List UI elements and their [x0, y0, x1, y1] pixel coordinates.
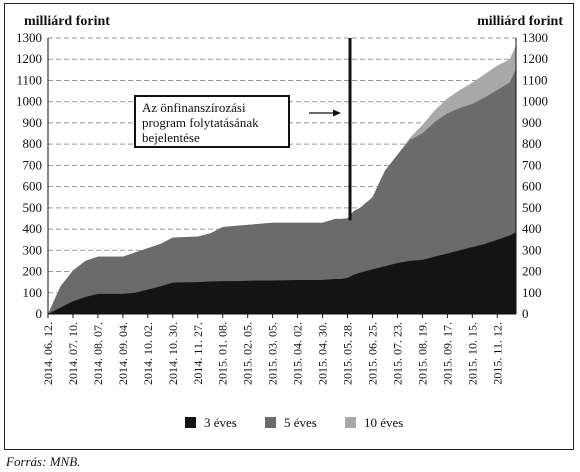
legend-swatch-10-eves: [345, 417, 356, 428]
x-tick-label: 2015. 04. 30.: [316, 322, 330, 385]
y-tick-right-300: 300: [522, 242, 542, 257]
legend-item-10-eves: 10 éves: [345, 415, 403, 431]
x-tick-label: 2014. 09. 04.: [116, 322, 130, 385]
y-tick-right-1200: 1200: [522, 51, 548, 66]
x-tick-label: 2015. 07. 23.: [390, 322, 404, 385]
x-tick-label: 2014. 10. 02.: [141, 322, 155, 385]
y-tick-left-200: 200: [23, 264, 43, 279]
legend-label-10-eves: 10 éves: [364, 415, 404, 430]
annotation-line-3: bejelentése: [142, 130, 200, 145]
area-3-éves: [48, 232, 516, 314]
y-tick-right-400: 400: [522, 221, 542, 236]
y-tick-right-500: 500: [522, 200, 542, 215]
x-tick-label: 2014. 08. 07.: [91, 322, 105, 385]
y-axis-unit-right: milliárd forint: [477, 14, 563, 29]
y-tick-right-900: 900: [522, 115, 542, 130]
y-tick-right-800: 800: [522, 136, 542, 151]
annotation-arrow-head: [333, 109, 341, 117]
x-tick-label: 2015. 10. 15.: [465, 322, 479, 385]
source-note: Forrás: MNB.: [6, 454, 81, 469]
y-tick-right-1100: 1100: [522, 72, 548, 87]
y-tick-right-1000: 1000: [522, 94, 548, 109]
legend-label-3-eves: 3 éves: [204, 415, 237, 430]
y-tick-left-700: 700: [23, 157, 43, 172]
y-tick-left-1100: 1100: [16, 72, 42, 87]
stacked-areas: [48, 45, 516, 315]
x-tick-label: 2015. 03. 05.: [266, 322, 280, 385]
x-tick-label: 2014. 06. 12.: [41, 322, 55, 385]
y-tick-left-600: 600: [23, 179, 43, 194]
y-tick-left-400: 400: [23, 221, 43, 236]
y-tick-left-100: 100: [23, 285, 43, 300]
legend-swatch-5-eves: [265, 417, 276, 428]
legend-swatch-3-eves: [185, 417, 196, 428]
y-tick-right-700: 700: [522, 157, 542, 172]
chart-frame: [4, 3, 574, 450]
y-tick-right-200: 200: [522, 264, 542, 279]
y-tick-left-1000: 1000: [16, 94, 42, 109]
annotation-line-2: program folytatásának: [142, 115, 259, 130]
legend-item-3-eves: 3 éves: [185, 415, 237, 431]
event-marker: [309, 38, 352, 221]
x-tick-label: 2015. 02. 05.: [241, 322, 255, 385]
x-tick-label: 2015. 06. 25.: [365, 322, 379, 385]
y-tick-left-800: 800: [23, 136, 43, 151]
legend-label-5-eves: 5 éves: [284, 415, 317, 430]
annotation-box: Az önfinanszírozási program folytatásána…: [134, 95, 290, 148]
legend-item-5-eves: 5 éves: [265, 415, 317, 431]
annotation-line-1: Az önfinanszírozási: [142, 100, 246, 115]
x-tick-label: 2015. 04. 02.: [291, 322, 305, 385]
y-tick-left-300: 300: [23, 242, 43, 257]
y-tick-left-1300: 1300: [16, 30, 42, 45]
x-tick-label: 2014. 11. 27.: [191, 322, 205, 385]
x-tick-label: 2014. 10. 30.: [166, 322, 180, 385]
x-tick-label: 2015. 05. 28.: [341, 322, 355, 385]
y-tick-right-600: 600: [522, 179, 542, 194]
x-tick-label: 2015. 09. 17.: [440, 322, 454, 385]
x-tick-label: 2015. 11. 12.: [490, 322, 504, 385]
x-tick-label: 2014. 07. 10.: [66, 322, 80, 385]
y-axis-unit-left: milliárd forint: [24, 14, 110, 29]
y-tick-right-0: 0: [522, 306, 529, 321]
axes: 0 0 100 100 200 200 300 300 400 400 500 500 600 600 70…: [16, 30, 548, 385]
y-tick-right-1300: 1300: [522, 30, 548, 45]
x-tick-label: 2015. 08. 19.: [415, 322, 429, 385]
y-tick-left-900: 900: [23, 115, 43, 130]
y-tick-right-100: 100: [522, 285, 542, 300]
x-tick-label: 2015. 01. 08.: [216, 322, 230, 385]
y-tick-left-1200: 1200: [16, 51, 42, 66]
y-tick-left-500: 500: [23, 200, 43, 215]
y-tick-left-0: 0: [36, 306, 43, 321]
area-5-éves: [48, 68, 516, 315]
